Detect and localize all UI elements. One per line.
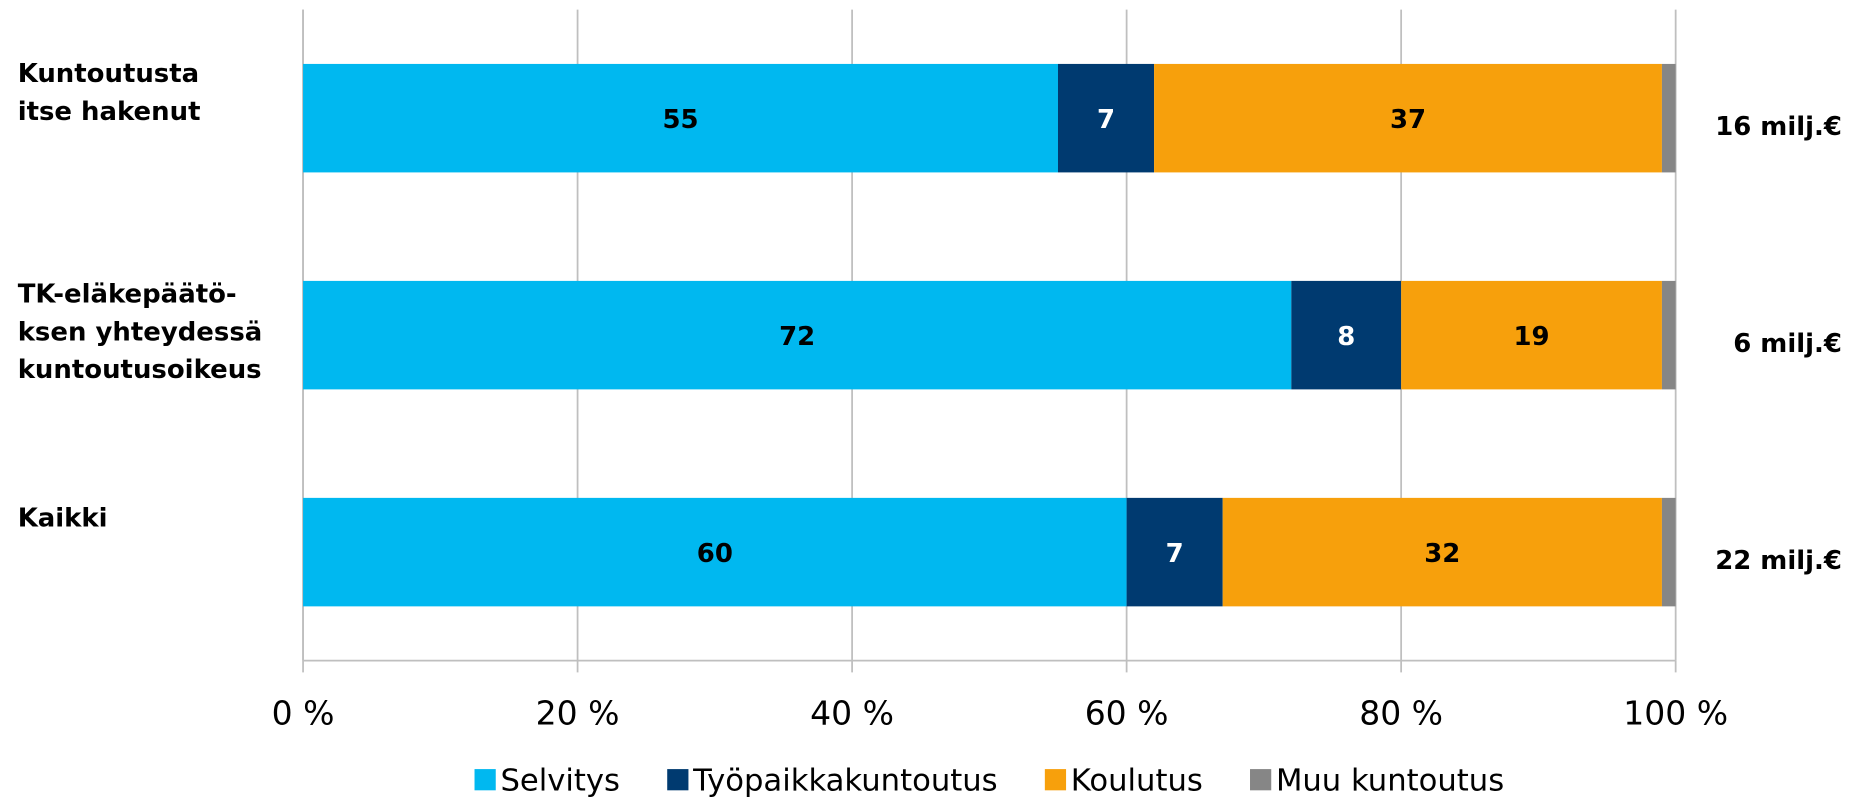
legend-label: Selvitys xyxy=(500,764,620,799)
bar-segment xyxy=(303,63,1058,173)
data-label: 60 xyxy=(697,539,733,569)
x-tick-label: 60 % xyxy=(1085,693,1169,732)
bar-segment xyxy=(1661,497,1676,607)
data-label: 19 xyxy=(1513,322,1549,352)
bar-segment xyxy=(1661,280,1676,390)
bar-segment xyxy=(1661,63,1676,173)
y-tick-label: Kuntoutusta xyxy=(18,59,199,89)
legend-swatch xyxy=(1250,769,1272,791)
bar-segment xyxy=(1291,280,1402,390)
legend-swatch xyxy=(1044,769,1067,791)
bar-segment xyxy=(1057,63,1155,173)
bar-segment xyxy=(1154,63,1662,173)
data-label: 72 xyxy=(779,322,815,352)
bar-segment xyxy=(303,497,1127,607)
x-tick-label: 0 % xyxy=(272,693,335,732)
y-tick-label: kuntoutusoikeus xyxy=(18,355,262,385)
annotation: 16 milj.€ xyxy=(1715,112,1842,142)
data-label: 7 xyxy=(1166,539,1184,569)
y-tick-label: ksen yhteydessä xyxy=(18,317,263,347)
legend-swatch xyxy=(474,769,496,791)
x-tick-label: 80 % xyxy=(1359,693,1443,732)
y-tick-label: Kaikki xyxy=(18,504,108,534)
data-label: 55 xyxy=(662,105,698,135)
x-tick-label: 40 % xyxy=(810,693,894,732)
data-label: 37 xyxy=(1390,105,1426,135)
y-tick-label: TK-eläkepäätö- xyxy=(18,280,237,310)
data-label: 8 xyxy=(1337,322,1355,352)
x-tick-label: 20 % xyxy=(536,693,620,732)
bar-segment xyxy=(1401,280,1662,390)
bar-segment xyxy=(1126,497,1223,607)
y-tick-label: itse hakenut xyxy=(18,97,201,127)
legend-swatch xyxy=(667,769,689,791)
x-tick-label: 100 % xyxy=(1623,693,1728,732)
data-label: 32 xyxy=(1424,539,1460,569)
legend-label: Muu kuntoutus xyxy=(1276,764,1504,799)
legend-label: Koulutus xyxy=(1071,764,1203,799)
annotation: 22 milj.€ xyxy=(1715,546,1842,576)
bar-segment xyxy=(1222,497,1662,607)
data-label: 7 xyxy=(1097,105,1115,135)
legend-label: Työpaikkakuntoutus xyxy=(692,764,998,799)
annotation: 6 milj.€ xyxy=(1733,329,1842,359)
bar-segment xyxy=(303,280,1292,390)
